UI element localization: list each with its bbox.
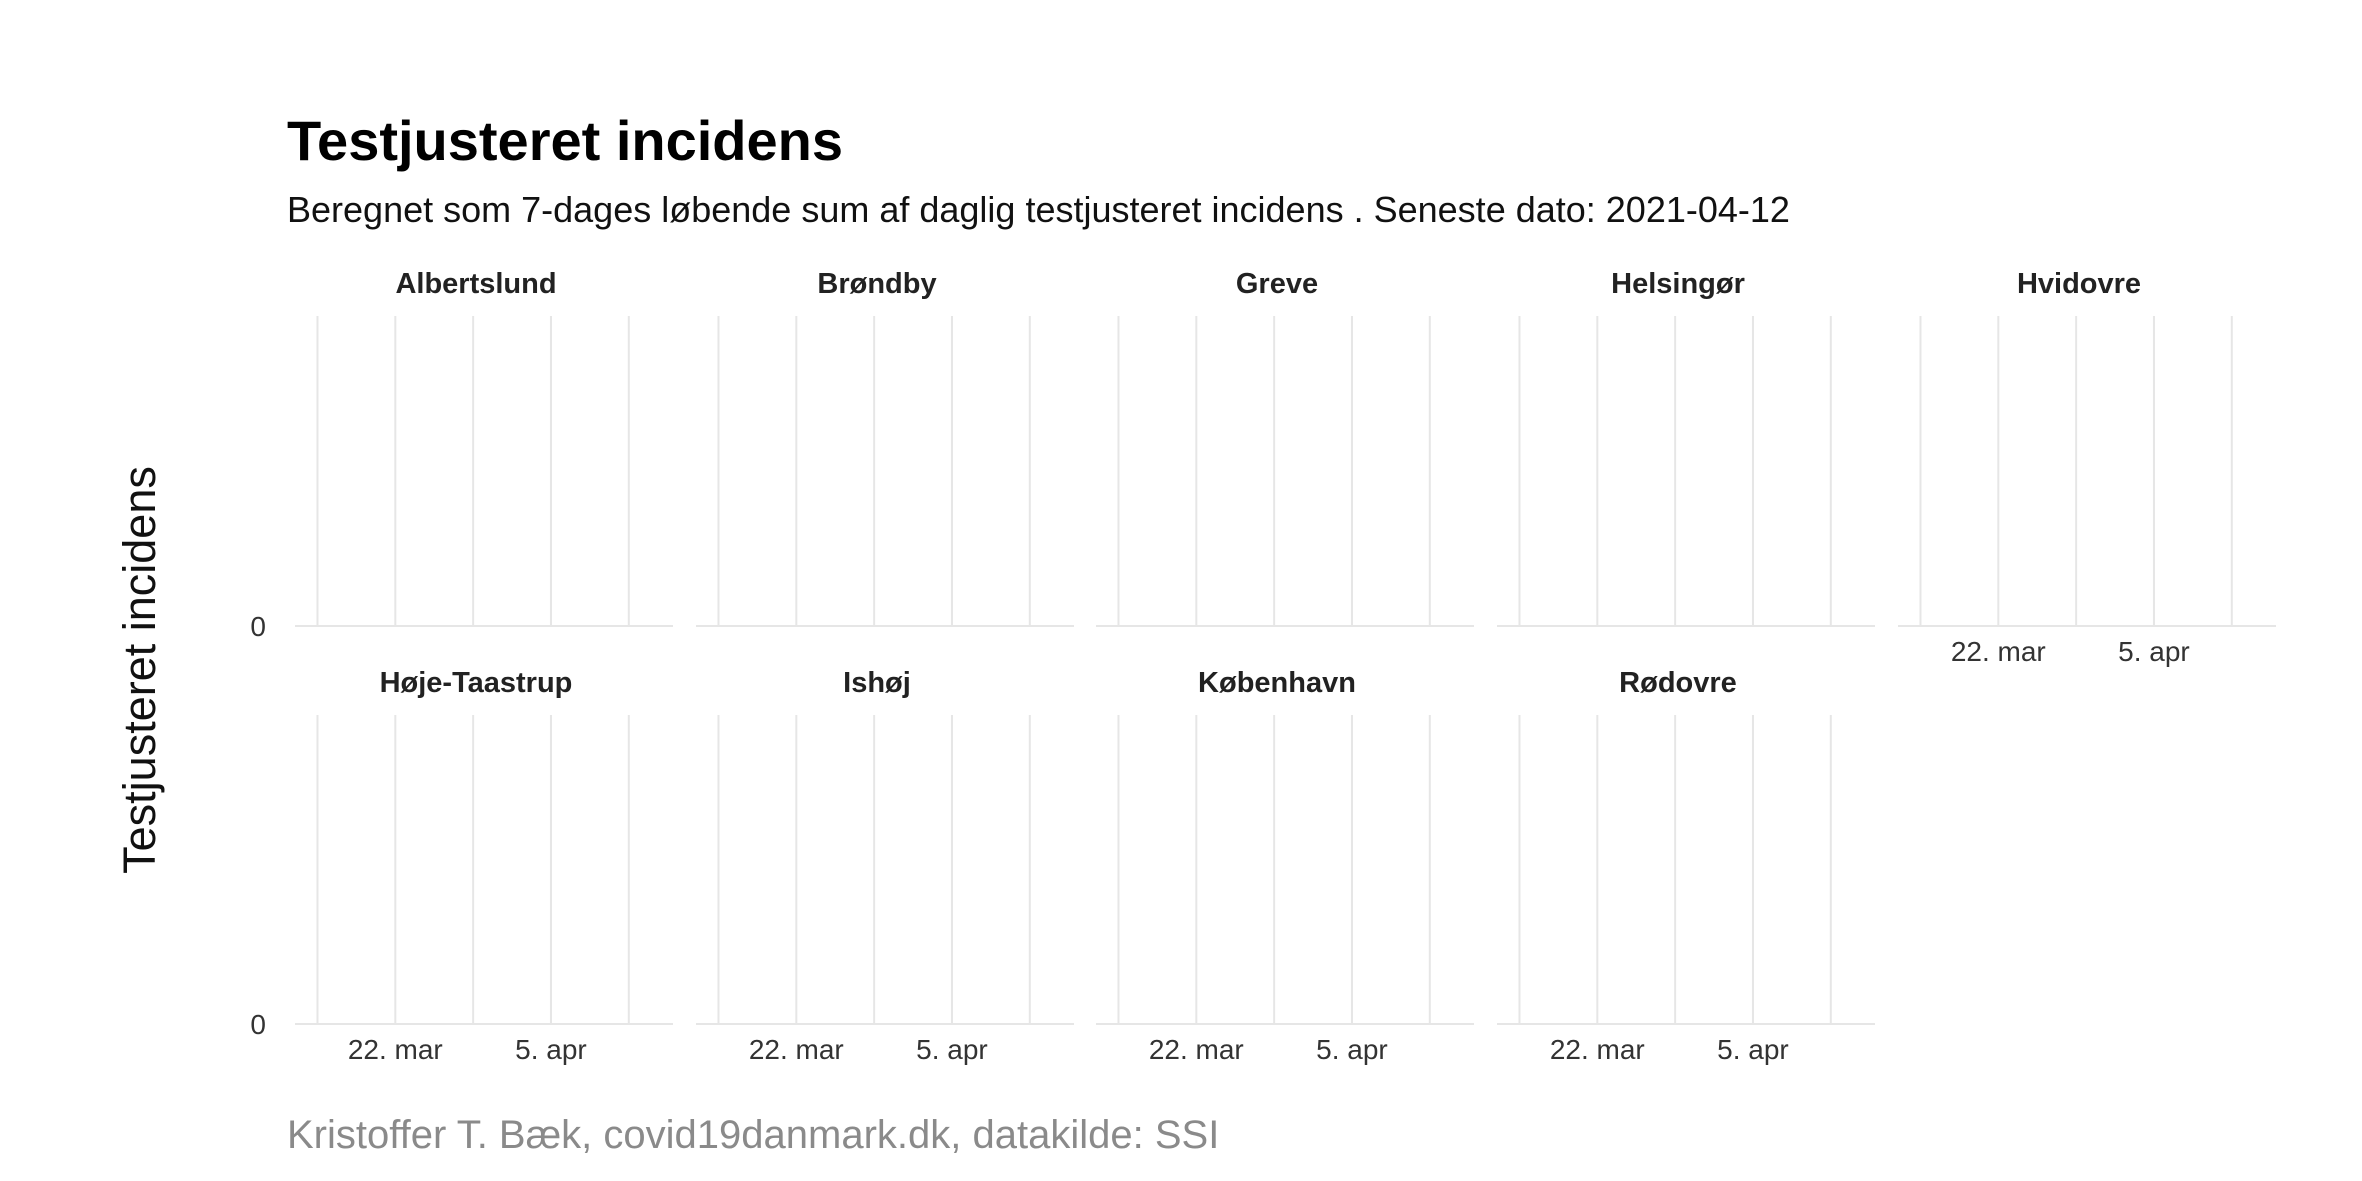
facet-panel-albertslund: Albertslund 0 [250, 268, 673, 642]
facet-label: Ishøj [843, 667, 911, 699]
facet-label: Albertslund [395, 268, 556, 300]
chart-title: Testjusteret incidens [287, 109, 843, 172]
x-tick-label: 5. apr [515, 1034, 587, 1065]
facet-label: Greve [1236, 268, 1318, 300]
facet-grid: Albertslund 0 Brøndby Greve Helsingør Hvidovr… [250, 268, 2276, 1065]
x-tick-label: 5. apr [1717, 1034, 1789, 1065]
x-tick-label: 5. apr [2118, 636, 2190, 667]
x-tick-label: 5. apr [916, 1034, 988, 1065]
facet-panel-rødovre: Rødovre 22. mar 5. apr [1497, 667, 1875, 1065]
facet-panel-ishøj: Ishøj 22. mar 5. apr [696, 667, 1074, 1065]
y-tick-label: 0 [250, 611, 266, 642]
chart-subtitle: Beregnet som 7-dages løbende sum af dagl… [287, 189, 1790, 230]
x-tick-label: 5. apr [1316, 1034, 1388, 1065]
x-tick-label: 22. mar [749, 1034, 844, 1065]
facet-label: Hvidovre [2017, 268, 2141, 300]
facet-panel-helsingør: Helsingør [1497, 268, 1875, 627]
facet-panel-greve: Greve [1096, 268, 1474, 627]
facet-label: Brøndby [817, 268, 936, 300]
facet-panel-høje-taastrup: Høje-Taastrup 0 22. mar 5. apr [250, 667, 673, 1065]
x-tick-label: 22. mar [348, 1034, 443, 1065]
x-tick-label: 22. mar [1550, 1034, 1645, 1065]
facet-label: København [1198, 667, 1356, 699]
y-axis-label: Testjusteret incidens [114, 466, 165, 874]
facet-label: Rødovre [1619, 667, 1737, 699]
facet-panel-brøndby: Brøndby [696, 268, 1074, 627]
facet-panel-hvidovre: Hvidovre 22. mar 5. apr [1898, 268, 2276, 667]
facet-panel-københavn: København 22. mar 5. apr [1096, 667, 1474, 1065]
x-tick-label: 22. mar [1951, 636, 2046, 667]
facet-label: Helsingør [1611, 268, 1745, 300]
x-tick-label: 22. mar [1149, 1034, 1244, 1065]
y-tick-label: 0 [250, 1009, 266, 1040]
chart-caption: Kristoffer T. Bæk, covid19danmark.dk, da… [287, 1113, 1219, 1157]
facet-label: Høje-Taastrup [380, 667, 573, 699]
